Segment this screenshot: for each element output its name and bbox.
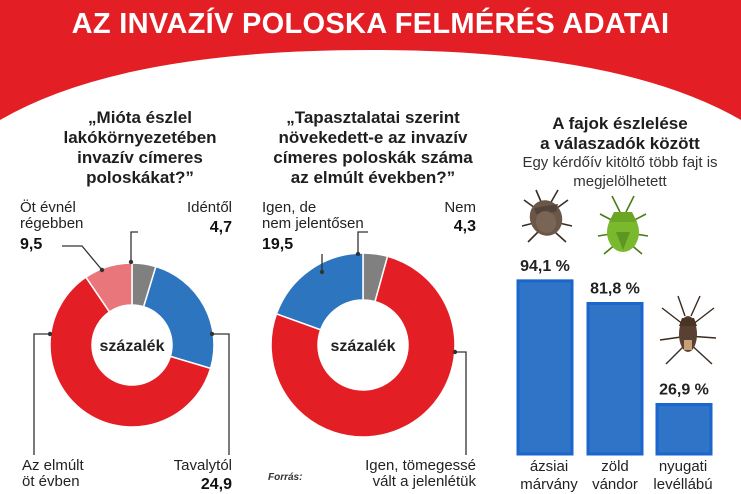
bar-category-label: nyugati levéllábú: [640, 458, 726, 494]
label-line: régebben: [20, 215, 84, 232]
chart1-leader-identol-dot: [128, 259, 134, 265]
header-banner: [0, 0, 741, 120]
label-line: Igen, de: [262, 199, 317, 216]
chart3-subtitle: Egy kérdőív kitöltő több fajt is megjelö…: [500, 153, 740, 191]
chart1-title-line: invazív címeres: [77, 148, 203, 167]
category-line: márvány: [520, 476, 578, 493]
chart3-title-line: A fajok észlelése: [552, 114, 688, 133]
chart2-title: „Tapasztalatai szerint növekedett-e az i…: [248, 108, 498, 188]
western-conifer-seed-bug-icon: [659, 295, 717, 365]
chart1-title-line: poloskákat?”: [86, 168, 194, 187]
chart2-label-nem: Nem: [444, 199, 476, 216]
chart1-label-otevnel: Öt évnél régebben: [20, 200, 83, 232]
label-line: nem jelentősen: [262, 215, 364, 232]
chart2-value-nem: 4,3: [453, 218, 476, 235]
chart1-slice-2: [49, 276, 212, 428]
asian-marmorated-stink-bug-icon: [521, 189, 573, 243]
bar-value-label-0: 94,1 %: [520, 258, 570, 275]
chart1-title-line: „Mióta észlel: [88, 108, 192, 127]
chart1-leader-elmult-dot: [47, 331, 53, 337]
chart2-title-line: címeres poloskák száma: [273, 148, 473, 167]
chart1-title: „Mióta észlel lakókörnyezetében invazív …: [30, 108, 250, 188]
chart2-center-label: százalék: [331, 338, 396, 355]
category-line: ázsiai: [529, 458, 569, 475]
green-stink-bug-icon: [597, 195, 649, 255]
bar-0: [516, 279, 574, 456]
chart2-leader-tomeges-dot: [452, 349, 458, 355]
chart1-leader-tavaly-dot: [209, 331, 215, 337]
bar-value-label-1: 81,8 %: [590, 280, 640, 297]
chart1-center-label: százalék: [100, 338, 165, 355]
chart2-title-line: az elmúlt években?”: [290, 168, 456, 187]
chart1-label-tavaly: Tavalytól: [173, 457, 232, 474]
chart2-leader-nem-dot: [355, 251, 361, 257]
chart1-leader-tavaly: [212, 333, 230, 455]
chart2-leader-tomeges: [455, 351, 467, 455]
chart2-title-line: növekedett-e az invazív: [278, 128, 468, 147]
chart2-leader-igen-de-dot: [319, 269, 325, 275]
chart3-title: A fajok észlelése a válaszadók között: [500, 114, 740, 154]
chart2-title-line: „Tapasztalatai szerint: [286, 108, 460, 127]
chart1-leader-otevnel-dot: [99, 267, 105, 273]
chart2-value-igen-de: 19,5: [262, 236, 294, 253]
bar-2: [655, 403, 713, 456]
bar-1: [586, 301, 644, 456]
chart3-subtitle-line: megjelölhetett: [573, 173, 667, 190]
chart1-value-identol: 4,7: [209, 219, 232, 236]
chart3-subtitle-line: Egy kérdőív kitöltő több fajt is: [522, 154, 718, 171]
chart1-label-identol: Idéntől: [186, 199, 232, 216]
page-title: AZ INVAZÍV POLOSKA FELMÉRÉS ADATAI: [71, 8, 670, 40]
chart3-title-line: a válaszadók között: [540, 134, 700, 153]
chart2-label-igen-de: Igen, de nem jelentősen: [262, 200, 364, 232]
category-line: nyugati: [658, 458, 708, 475]
chart1-title-line: lakókörnyezetében: [63, 128, 217, 147]
chart1-value-otevnel: 9,5: [20, 236, 43, 253]
label-line: Az elmúlt: [22, 457, 84, 474]
chart1-leader-otevnel: [62, 245, 103, 271]
label-line: Öt évnél: [20, 199, 76, 216]
label-line: Igen, tömegessé: [365, 457, 476, 474]
chart2-leader-nem: [357, 231, 368, 254]
category-line: levéllábú: [653, 476, 713, 493]
bar-value-label-2: 26,9 %: [659, 382, 709, 399]
bar-category-label: ázsiai márvány: [512, 458, 586, 494]
chart1-slice-1: [142, 265, 215, 370]
source-label: Forrás:: [268, 472, 303, 483]
chart1-leader-elmult: [33, 333, 50, 455]
chart1-leader-identol: [130, 231, 138, 262]
category-line: zöld: [601, 458, 629, 475]
